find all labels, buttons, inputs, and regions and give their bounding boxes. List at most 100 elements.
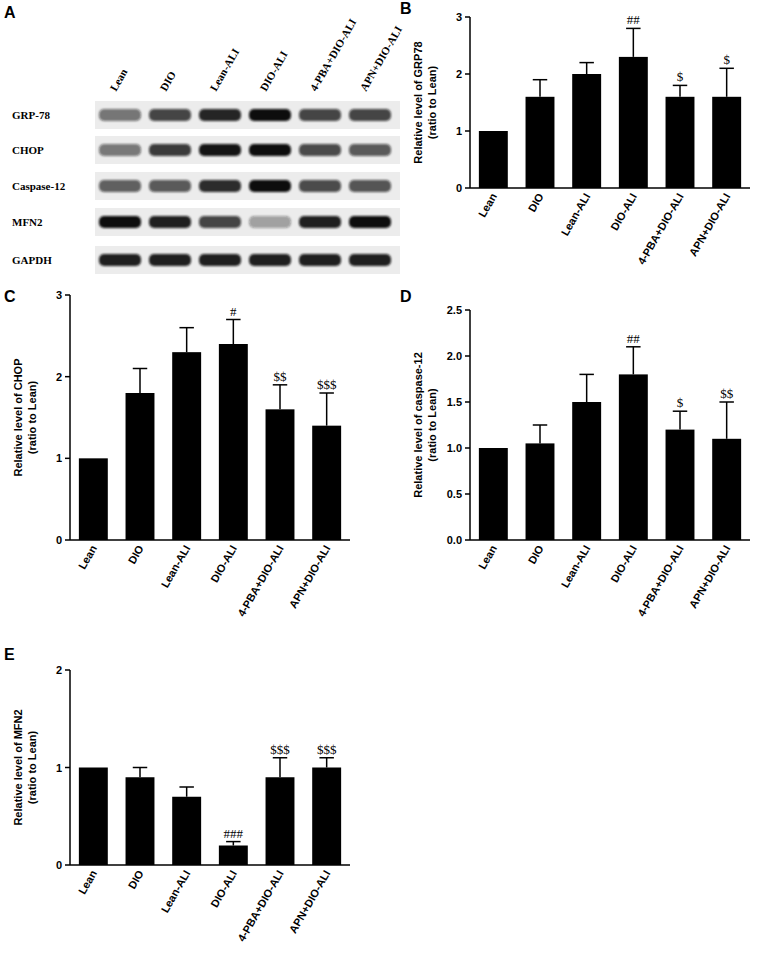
marks [79,758,341,865]
panel-label: D [400,288,412,305]
panel-label: E [4,646,15,663]
error-line [633,347,635,375]
blot-band [299,109,341,121]
x-axis [470,187,750,189]
error-cap [179,786,193,788]
x-tick-label: DIO [526,543,546,566]
y-axis [69,670,71,865]
blot-panel: ALeanDIOLean-ALIDIO-ALI4-PBA+DIO-ALIAPN+… [4,4,404,274]
chart-panel: B0123Relative level of GRP78(ratio to Le… [400,0,750,267]
y-tick-label: 2.5 [447,304,462,316]
x-tick-label: Lean [476,543,499,571]
bar [126,777,155,865]
y-tick-label: 2 [56,371,62,383]
y-tick-label: 0.5 [447,488,462,500]
y-axis-label: Relative level of GRP78 [412,41,424,163]
x-tick-label: APN+DIO-ALI [687,543,733,610]
x-tick-label: DIO-ALI [608,191,639,232]
error-line [326,758,328,768]
error-cap [626,346,640,348]
y-tick-label: 2 [56,664,62,676]
significance-label: $$$ [317,742,337,757]
error-bar [626,28,640,57]
protein-label: MFN2 [12,216,43,228]
blot-band [299,180,341,192]
bar [572,402,601,540]
y-axis-label: Relative level of caspase-12 [412,352,424,498]
significance-label: ## [627,12,641,27]
blot-band [99,180,141,192]
error-bar [719,68,733,97]
x-tick-label: Lean-ALI [558,543,592,590]
error-line [586,374,588,402]
error-cap [579,62,593,64]
x-tick-label: Lean-ALI [158,543,192,590]
blot-band [349,180,391,192]
bar [172,352,201,540]
blot-band [249,254,291,266]
x-tick-label: Lean-ALI [558,191,592,238]
error-line [539,80,541,97]
x-tick-label: DIO-ALI [208,868,239,909]
blot-strip [95,101,400,129]
blot-band [199,144,241,156]
chart-panel: D0.00.51.01.52.02.5Relative level of cas… [400,288,750,619]
panel-label: C [4,288,16,305]
error-line [679,85,681,96]
lane-label: 4-PBA+DIO-ALI [307,16,358,93]
error-line [279,385,281,410]
blot-band [349,254,391,266]
error-bar [133,369,147,394]
error-line [679,411,681,429]
blot-band [199,180,241,192]
error-cap [533,79,547,81]
blot-band [99,216,141,228]
error-bar [179,787,193,797]
y-axis [469,17,471,188]
error-bar [533,80,547,97]
error-line [233,320,235,345]
error-cap [626,28,640,30]
error-line [539,425,541,443]
significance-label: $ [677,395,684,410]
blot-band [199,254,241,266]
y-tick-label: 0 [56,534,62,546]
blot-band [349,109,391,121]
y-axis-label: Relative level of CHOP [12,359,24,477]
x-axis [70,539,350,541]
bar [312,768,341,866]
error-cap [719,401,733,403]
error-bar [673,411,687,429]
x-tick-label: 4-PBA+DIO-ALI [235,868,286,944]
bar [619,57,648,188]
y-tick-label: 0.0 [447,534,462,546]
blot-band [349,144,391,156]
error-cap [673,410,687,412]
blot-band [249,109,291,121]
bar [266,409,295,540]
y-tick-label: 0 [456,182,462,194]
blot-band [199,216,241,228]
error-line [726,402,728,439]
x-tick-label: Lean [76,868,99,896]
error-cap [673,85,687,87]
bar [619,374,648,540]
protein-label: GAPDH [12,254,52,266]
protein-label: CHOP [12,144,44,156]
y-tick-label: 1 [456,125,462,137]
blot-strip [95,246,400,274]
error-bar [273,385,287,410]
bar [712,439,741,540]
significance-label: $$ [720,386,734,401]
blot-band [349,216,391,228]
error-line [186,787,188,797]
error-cap [226,841,240,843]
error-bar [179,328,193,353]
significance-label: $$$ [270,742,290,757]
error-bar [579,374,593,402]
error-bar [719,402,733,439]
error-cap [226,319,240,321]
x-tick-label: DIO-ALI [208,543,239,584]
bar [526,443,555,540]
error-cap [273,757,287,759]
